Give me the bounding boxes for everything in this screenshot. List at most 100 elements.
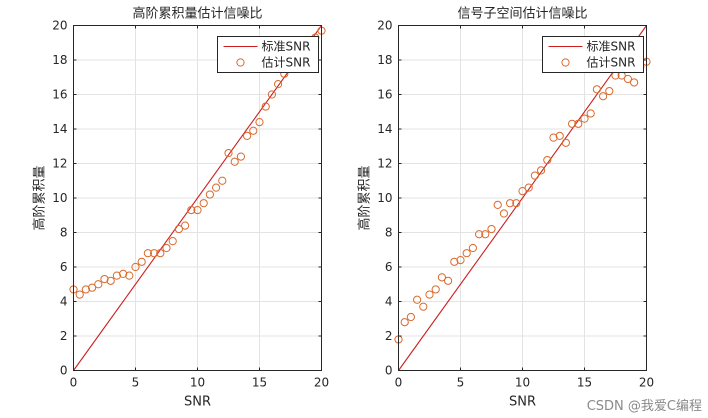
p1-data-point-4 <box>94 280 103 289</box>
p1-data-point-23 <box>212 183 221 192</box>
p2-data-point-13 <box>475 230 484 239</box>
p1-y-tick-label-1: 2 <box>60 329 68 343</box>
p2-legend-entry-estimated-snr: 估计SNR <box>587 56 636 70</box>
p1-data-point-11 <box>137 257 146 266</box>
p2-y-tick-label-1: 2 <box>385 329 393 343</box>
p2-x-tick-label-3: 15 <box>577 376 592 390</box>
p1-data-point-16 <box>168 237 177 246</box>
p2-series-line-standard-snr <box>398 25 647 371</box>
p1-data-point-12 <box>143 249 152 258</box>
p2-data-point-26 <box>555 131 564 140</box>
p2-data-point-10 <box>456 256 465 265</box>
p2-data-point-12 <box>468 243 477 253</box>
p2-data-point-24 <box>543 155 552 165</box>
p1-data-point-33 <box>274 80 283 89</box>
p2-y-tick-label-5: 10 <box>377 191 392 205</box>
p1-y-tick-label-9: 18 <box>52 53 67 67</box>
p1-y-tick-label-0: 0 <box>60 364 68 378</box>
p2-data-point-23 <box>537 166 546 175</box>
p1-data-point-20 <box>193 205 202 215</box>
p2-x-tick-label-4: 20 <box>639 376 654 390</box>
p1-legend-box <box>217 36 319 73</box>
p1-y-tick-label-7: 14 <box>52 122 67 136</box>
p2-x-tick-label-2: 10 <box>515 376 530 390</box>
p2-y-tick-label-10: 20 <box>377 19 392 33</box>
p1-data-point-8 <box>119 269 128 278</box>
p2-data-point-8 <box>444 276 453 285</box>
p1-y-axis-label: 高阶累积量 <box>32 165 48 230</box>
p2-x-axis-label: SNR <box>509 395 536 410</box>
p2-data-point-4 <box>419 302 428 311</box>
p2-data-point-37 <box>623 74 633 84</box>
p2-data-point-14 <box>481 230 490 239</box>
p1-chart-title: 高阶累积量估计信噪比 <box>132 6 262 22</box>
p1-y-tick-label-5: 10 <box>52 191 67 205</box>
p1-data-point-24 <box>218 176 227 185</box>
p2-data-point-38 <box>630 78 639 87</box>
p1-y-tick-label-8: 16 <box>52 88 67 102</box>
p1-series-line-standard-snr <box>73 25 322 371</box>
p2-data-point-11 <box>462 249 471 258</box>
p2-data-point-2 <box>406 312 415 322</box>
p1-data-point-5 <box>100 274 109 284</box>
p1-data-point-30 <box>255 118 264 127</box>
p1-y-tick-label-2: 4 <box>60 295 68 309</box>
p2-data-point-20 <box>518 187 527 196</box>
p2-data-point-9 <box>450 257 459 266</box>
p1-y-tick-label-10: 20 <box>52 19 67 33</box>
p1-data-point-32 <box>267 90 276 99</box>
p2-data-point-5 <box>425 290 434 299</box>
p2-x-tick-label-1: 5 <box>457 376 465 390</box>
p2-legend-marker-swatch <box>561 58 570 67</box>
p2-data-point-31 <box>586 109 595 118</box>
p1-data-point-7 <box>112 271 122 280</box>
watermark-text: CSDN @我爱C编程 <box>587 399 702 414</box>
p1-legend-marker-swatch <box>236 58 245 67</box>
p2-chart-title: 信号子空间估计信噪比 <box>457 7 587 22</box>
p2-data-point-30 <box>580 114 589 123</box>
p2-data-point-15 <box>487 224 496 234</box>
p2-data-point-17 <box>499 209 508 218</box>
p1-data-point-27 <box>236 152 245 161</box>
p2-data-point-18 <box>506 199 515 208</box>
p2-y-axis-label: 高阶累积量 <box>357 165 373 230</box>
p2-data-point-16 <box>493 200 502 209</box>
p1-x-tick-label-1: 5 <box>132 376 140 390</box>
p1-data-point-22 <box>205 190 214 199</box>
p1-legend-entry-standard-snr: 标准SNR <box>262 40 311 54</box>
p1-data-point-19 <box>187 205 196 215</box>
p2-y-tick-label-3: 6 <box>385 260 393 274</box>
p2-legend-box <box>542 36 644 73</box>
p1-data-point-18 <box>181 221 190 230</box>
p2-y-tick-label-8: 16 <box>377 88 392 102</box>
p1-x-tick-label-3: 15 <box>252 376 267 390</box>
p1-data-point-9 <box>125 271 134 280</box>
p2-x-tick-label-0: 0 <box>395 376 403 390</box>
p1-data-point-13 <box>150 249 159 258</box>
p1-data-point-29 <box>249 126 258 135</box>
p1-y-tick-label-4: 8 <box>60 226 68 240</box>
p1-x-tick-label-4: 20 <box>314 376 329 390</box>
p1-data-point-28 <box>243 131 252 140</box>
p2-y-tick-label-4: 8 <box>385 226 393 240</box>
p2-data-point-21 <box>524 183 533 192</box>
p2-data-point-7 <box>437 273 446 282</box>
p2-data-point-6 <box>431 285 440 294</box>
p2-legend-entry-standard-snr: 标准SNR <box>587 40 636 54</box>
p2-data-point-22 <box>530 171 540 180</box>
p1-data-point-17 <box>174 224 183 234</box>
p2-data-point-25 <box>549 133 558 142</box>
p1-data-point-14 <box>156 249 165 258</box>
p1-data-point-31 <box>261 102 270 111</box>
p1-data-point-21 <box>199 199 208 208</box>
p1-data-point-3 <box>88 283 97 292</box>
p1-x-axis-label: SNR <box>184 395 211 410</box>
p2-data-point-33 <box>599 92 608 101</box>
p1-data-point-2 <box>81 285 91 294</box>
p2-y-tick-label-6: 12 <box>377 157 392 171</box>
p1-data-point-15 <box>162 243 171 253</box>
p1-legend-entry-estimated-snr: 估计SNR <box>262 56 311 70</box>
p1-x-tick-label-2: 10 <box>190 376 205 390</box>
p1-data-point-10 <box>131 262 140 272</box>
p2-y-tick-label-2: 4 <box>385 295 393 309</box>
